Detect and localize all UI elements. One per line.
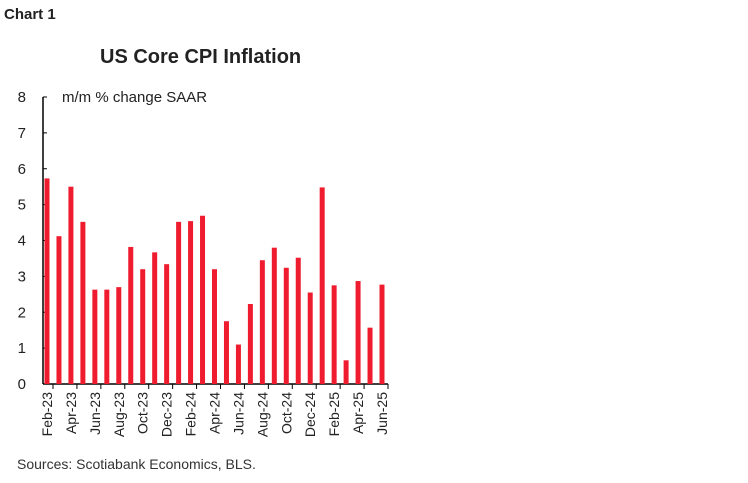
source-note: Sources: Scotiabank Economics, BLS. (17, 456, 256, 472)
y-tick-label: 8 (18, 89, 26, 106)
x-tick-label: Feb-24 (183, 392, 199, 437)
bar-Dec-24 (307, 292, 313, 384)
y-tick-label: 4 (18, 233, 26, 250)
bar-Jul-23 (104, 289, 110, 384)
y-tick-label: 6 (18, 161, 26, 178)
y-tick-label: 5 (18, 197, 26, 214)
bar-Nov-24 (295, 257, 301, 384)
chart-label: Chart 1 (4, 6, 56, 23)
bar-Aug-24 (259, 260, 265, 384)
bar-Jun-24 (235, 344, 241, 384)
x-tick-label: Jun-25 (374, 392, 390, 435)
x-tick-label: Aug-23 (111, 392, 127, 437)
x-tick-label: Dec-24 (302, 392, 318, 437)
bar-Dec-23 (164, 264, 170, 384)
bar-Apr-23 (68, 186, 74, 384)
x-tick-label: Dec-23 (159, 392, 175, 437)
x-tick-label: Apr-23 (63, 392, 79, 434)
bar-Feb-24 (188, 221, 194, 384)
bar-Oct-23 (140, 269, 146, 384)
bar-May-24 (223, 321, 229, 384)
x-tick-label: Feb-23 (39, 392, 55, 437)
bar-Feb-25 (331, 285, 337, 384)
y-tick-label: 3 (18, 268, 26, 285)
bar-Apr-24 (212, 269, 217, 384)
y-tick-label: 0 (18, 376, 26, 393)
bar-Mar-23 (56, 236, 62, 384)
bar-Mar-24 (200, 215, 206, 384)
chart-title: US Core CPI Inflation (100, 46, 302, 68)
bar-May-25 (367, 327, 373, 384)
x-tick-label: Jun-24 (230, 392, 246, 435)
bar-Jan-24 (176, 221, 182, 384)
bar-Jul-24 (247, 303, 253, 384)
y-tick-label: 1 (18, 340, 26, 357)
bar-Sep-23 (128, 246, 134, 384)
x-tick-label: Apr-24 (207, 392, 223, 434)
bar-Feb-23 (44, 178, 50, 384)
y-axis-label: m/m % change SAAR (62, 89, 207, 106)
x-tick-label: Oct-24 (278, 392, 294, 434)
bar-Aug-23 (116, 287, 122, 384)
x-tick-label: Jun-23 (87, 392, 103, 435)
x-tick-label: Aug-24 (254, 392, 270, 437)
bar-Jun-25 (379, 284, 385, 384)
bar-Mar-25 (343, 360, 349, 384)
bar-Jan-25 (319, 187, 325, 384)
bar-Sep-24 (271, 247, 277, 384)
y-tick-label: 2 (18, 304, 26, 321)
bar-Apr-25 (355, 281, 361, 384)
x-tick-label: Feb-25 (326, 392, 342, 437)
y-tick-label: 7 (18, 125, 26, 142)
x-tick-label: Apr-25 (350, 392, 366, 434)
bar-May-23 (80, 221, 86, 384)
bar-Jun-23 (92, 289, 98, 384)
x-tick-label: Oct-23 (135, 392, 151, 434)
bar-Nov-23 (152, 252, 158, 384)
bar-Oct-24 (283, 267, 289, 384)
